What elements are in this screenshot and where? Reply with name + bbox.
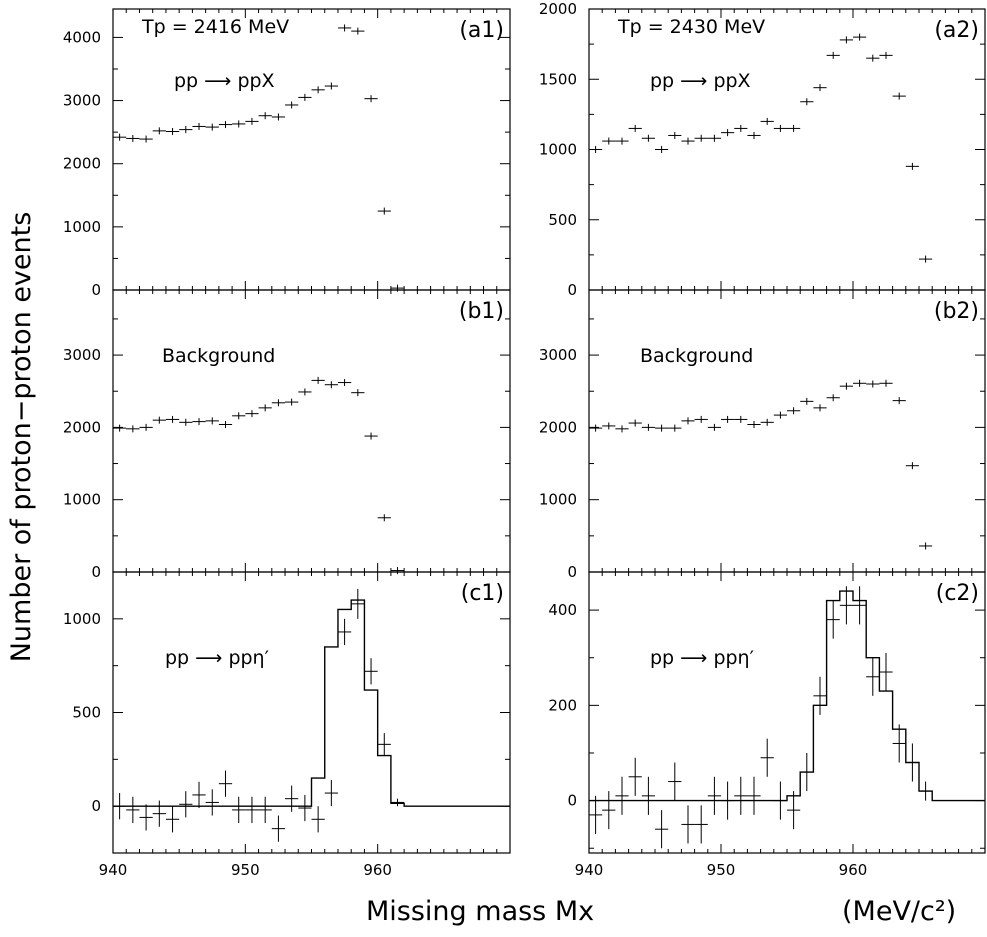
y-tick-label: 0	[567, 281, 577, 299]
histogram-step	[113, 599, 510, 807]
panel-b1: 0 1000 2000 3000 (b1) Background	[63, 289, 511, 581]
x-axis-title: Missing mass Mx	[366, 896, 594, 927]
panel-annotation: pp ⟶ ppX	[174, 70, 275, 92]
x-tick-label: 960	[363, 861, 392, 879]
y-tick-label: 3000	[63, 92, 101, 110]
plot-frame	[588, 8, 986, 291]
y-tick-label: 1000	[63, 610, 101, 628]
y-tick-label: 2000	[539, 418, 577, 436]
panel-annotation: pp ⟶ ppη′	[165, 647, 269, 669]
panel-tag: (a2)	[934, 18, 979, 43]
panel-a2: 0 500 1000 1500 2000 (a2) Tp = 2430 MeV pp ⟶ pp…	[539, 0, 986, 299]
panel-b2: 0 1000 2000 3000 (b2) Background	[539, 289, 986, 581]
panel-c1: 940 950 960 0 500 1000 (c1) pp ⟶ ppη′	[63, 571, 511, 879]
panel-tag: (c2)	[936, 581, 979, 606]
y-tick-label: 1000	[539, 491, 577, 509]
x-tick-label: 950	[707, 861, 736, 879]
panel-header: Tp = 2416 MeV	[141, 16, 289, 38]
panel-tag: (b2)	[934, 299, 979, 324]
y-tick-label: 500	[548, 211, 577, 229]
x-axis-unit: (MeV/c²)	[842, 896, 956, 927]
y-tick-label: 0	[91, 563, 101, 581]
panel-a1: 0 1000 2000 3000 4000 (a1) Tp = 2416 MeV pp ⟶ p…	[63, 8, 511, 299]
y-tick-label: 1000	[63, 218, 101, 236]
panel-c2: 940 950 960 0 200 400 (c2) pp ⟶ ppη′	[548, 571, 986, 879]
y-tick-label: 0	[91, 797, 101, 815]
y-tick-label: 2000	[539, 0, 577, 18]
x-tick-label: 940	[575, 861, 604, 879]
y-tick-label: 3000	[539, 346, 577, 364]
plot-frame	[112, 289, 511, 573]
y-tick-label: 200	[548, 696, 577, 714]
y-tick-label: 1000	[539, 141, 577, 159]
plot-frame	[112, 8, 511, 291]
y-tick-label: 1000	[63, 491, 101, 509]
y-tick-label: 3000	[63, 346, 101, 364]
histogram-step	[589, 590, 985, 802]
y-tick-label: 0	[567, 563, 577, 581]
x-tick-label: 940	[99, 861, 128, 879]
panel-tag: (c1)	[461, 581, 504, 606]
y-axis-title: Number of proton−proton events	[6, 212, 37, 663]
y-tick-label: 400	[548, 601, 577, 619]
panel-annotation: Background	[162, 345, 275, 367]
y-tick-label: 2000	[63, 155, 101, 173]
y-tick-label: 4000	[63, 28, 101, 46]
panel-tag: (a1)	[459, 18, 504, 43]
plot-frame	[588, 289, 986, 573]
y-tick-label: 0	[567, 792, 577, 810]
x-tick-label: 950	[231, 861, 260, 879]
panel-tag: (b1)	[459, 299, 504, 324]
y-tick-label: 500	[72, 704, 101, 722]
y-tick-label: 1500	[539, 70, 577, 88]
panel-header: Tp = 2430 MeV	[617, 16, 765, 38]
y-tick-label: 0	[91, 281, 101, 299]
x-tick-label: 960	[839, 861, 868, 879]
panel-annotation: pp ⟶ ppη′	[650, 647, 754, 669]
y-tick-label: 2000	[63, 418, 101, 436]
panel-annotation: Background	[640, 345, 753, 367]
panel-annotation: pp ⟶ ppX	[650, 70, 751, 92]
